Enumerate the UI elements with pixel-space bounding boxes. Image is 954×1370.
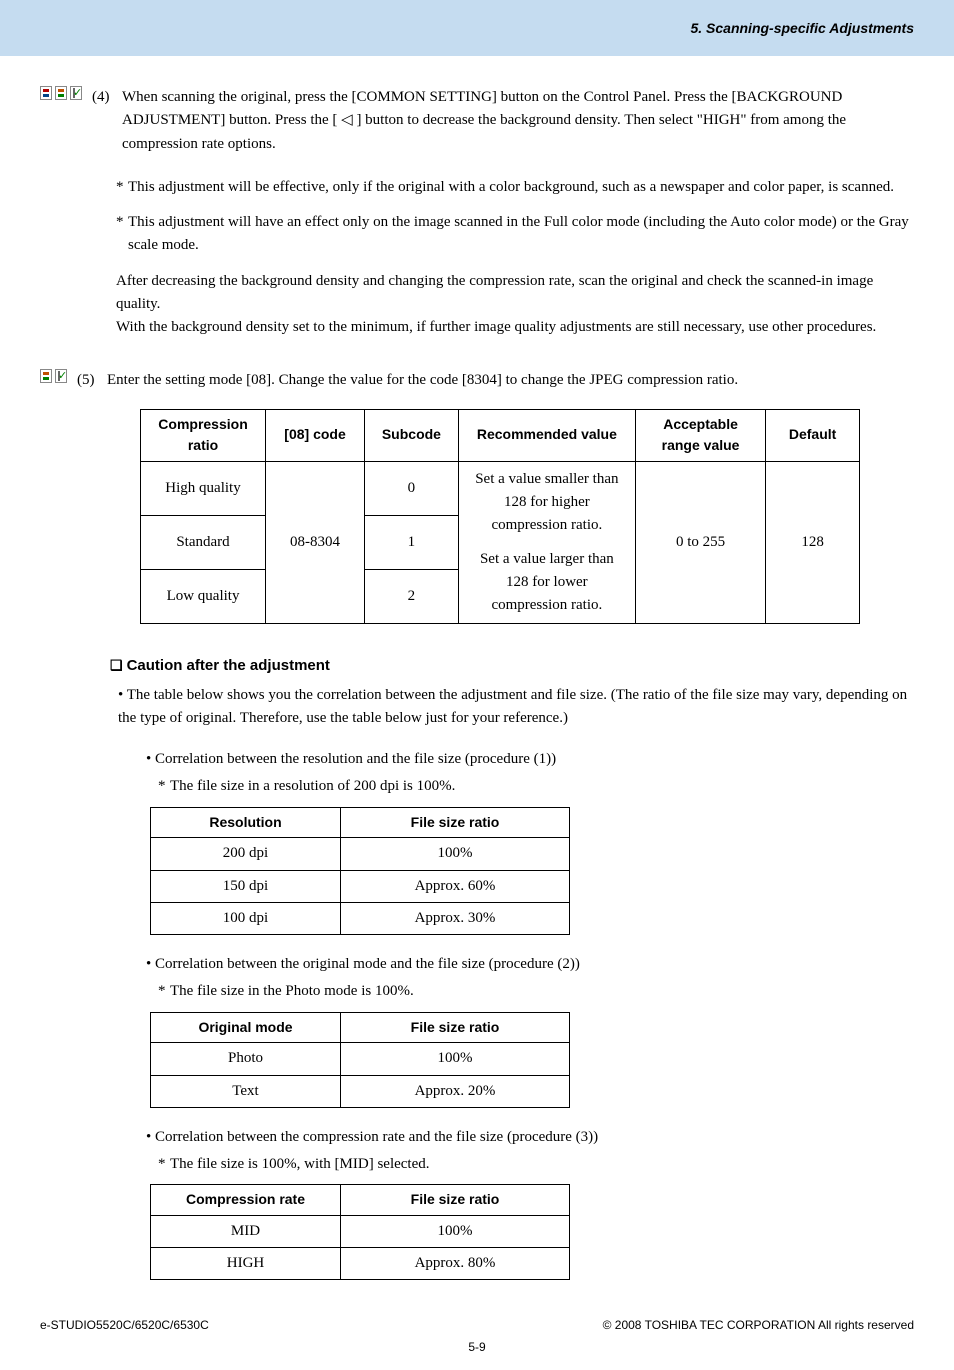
cell: 0 to 255 [635,461,765,624]
th-recommended: Recommended value [458,409,635,461]
table-row: MID100% [151,1215,570,1247]
table-row: Compression ratio [08] code Subcode Reco… [141,409,860,461]
compression-ratio-table: Compression ratio [08] code Subcode Reco… [140,409,860,625]
caution-intro: • The table below shows you the correlat… [118,684,914,731]
step4-follow1: After decreasing the background density … [116,270,914,317]
marker-orange-icon [55,86,67,100]
caution-b3-title: • Correlation between the compression ra… [146,1126,914,1149]
cell: Standard [141,516,266,570]
cell: 100% [341,1043,570,1075]
step4-note2: * This adjustment will have an effect on… [116,211,914,258]
th: File size ratio [341,1185,570,1216]
step4-text: When scanning the original, press the [C… [122,86,914,156]
caution-b2-title: • Correlation between the original mode … [146,953,914,976]
mode-markers [40,86,82,100]
cell: 100% [341,1215,570,1247]
page-number: 5-9 [0,1340,954,1370]
footer-copyright: © 2008 TOSHIBA TEC CORPORATION All right… [603,1318,914,1332]
step-4: (4) When scanning the original, press th… [40,86,914,339]
cell: High quality [141,461,266,515]
page-body: (4) When scanning the original, press th… [0,56,954,1290]
marker-check-icon [70,86,82,100]
mode-filesize-table: Original mode File size ratio Photo100% … [150,1012,570,1108]
cell: Approx. 30% [341,902,570,934]
table-row: HIGHApprox. 80% [151,1248,570,1280]
asterisk-icon: * [158,775,170,798]
cell: 1 [365,516,459,570]
cell: Approx. 60% [341,870,570,902]
cell: 2 [365,570,459,624]
caution-b1-title: • Correlation between the resolution and… [146,748,914,771]
cell: 128 [766,461,860,624]
cell: Set a value smaller than 128 for higher … [458,461,635,624]
th-compression-ratio: Compression ratio [141,409,266,461]
step-5: (5) Enter the setting mode [08]. Change … [40,369,914,624]
step-number: (4) [92,86,116,109]
caution-heading: ❏Caution after the adjustment [110,654,914,677]
cell: Approx. 20% [341,1075,570,1107]
caution-b3-note: *The file size is 100%, with [MID] selec… [158,1153,914,1176]
square-bullet-icon: ❏ [110,657,123,673]
marker-check-icon [55,369,67,383]
step5-text: Enter the setting mode [08]. Change the … [107,369,914,392]
th-subcode: Subcode [365,409,459,461]
cell: 100% [341,838,570,870]
step-number: (5) [77,369,101,392]
th: File size ratio [341,1012,570,1043]
table-row: 150 dpiApprox. 60% [151,870,570,902]
cell: Text [151,1075,341,1107]
cell: MID [151,1215,341,1247]
chapter-header: 5. Scanning-specific Adjustments [0,0,954,56]
cell: 200 dpi [151,838,341,870]
mode-markers [40,369,67,383]
rec-top: Set a value smaller than 128 for higher … [469,468,625,538]
table-row: TextApprox. 20% [151,1075,570,1107]
cell: 100 dpi [151,902,341,934]
th: File size ratio [341,807,570,838]
table-row: High quality 08-8304 0 Set a value small… [141,461,860,515]
cell: Photo [151,1043,341,1075]
th-range: Acceptable range value [635,409,765,461]
asterisk-icon: * [116,211,128,258]
caution-b2-note: *The file size in the Photo mode is 100%… [158,980,914,1003]
asterisk-icon: * [158,980,170,1003]
table-row: Original mode File size ratio [151,1012,570,1043]
cell: Low quality [141,570,266,624]
table-row: Photo100% [151,1043,570,1075]
th-default: Default [766,409,860,461]
th: Original mode [151,1012,341,1043]
asterisk-icon: * [116,176,128,199]
table-row: 200 dpi100% [151,838,570,870]
th: Compression rate [151,1185,341,1216]
compression-filesize-table: Compression rate File size ratio MID100%… [150,1184,570,1280]
marker-orange-icon [40,369,52,383]
th-08-code: [08] code [266,409,365,461]
rec-bot: Set a value larger than 128 for lower co… [469,548,625,618]
table-row: Resolution File size ratio [151,807,570,838]
cell: Approx. 80% [341,1248,570,1280]
resolution-filesize-table: Resolution File size ratio 200 dpi100% 1… [150,807,570,935]
chapter-title: 5. Scanning-specific Adjustments [690,20,914,36]
cell: 08-8304 [266,461,365,624]
footer-model: e-STUDIO5520C/6520C/6530C [40,1318,209,1332]
cell: 150 dpi [151,870,341,902]
asterisk-icon: * [158,1153,170,1176]
step4-follow2: With the background density set to the m… [116,316,914,339]
th: Resolution [151,807,341,838]
table-row: 100 dpiApprox. 30% [151,902,570,934]
cell: 0 [365,461,459,515]
marker-red-icon [40,86,52,100]
cell: HIGH [151,1248,341,1280]
caution-b1-note: *The file size in a resolution of 200 dp… [158,775,914,798]
table-row: Compression rate File size ratio [151,1185,570,1216]
step4-note1: * This adjustment will be effective, onl… [116,176,914,199]
